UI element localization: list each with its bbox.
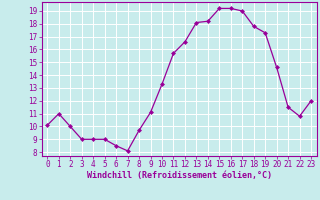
X-axis label: Windchill (Refroidissement éolien,°C): Windchill (Refroidissement éolien,°C) [87, 171, 272, 180]
